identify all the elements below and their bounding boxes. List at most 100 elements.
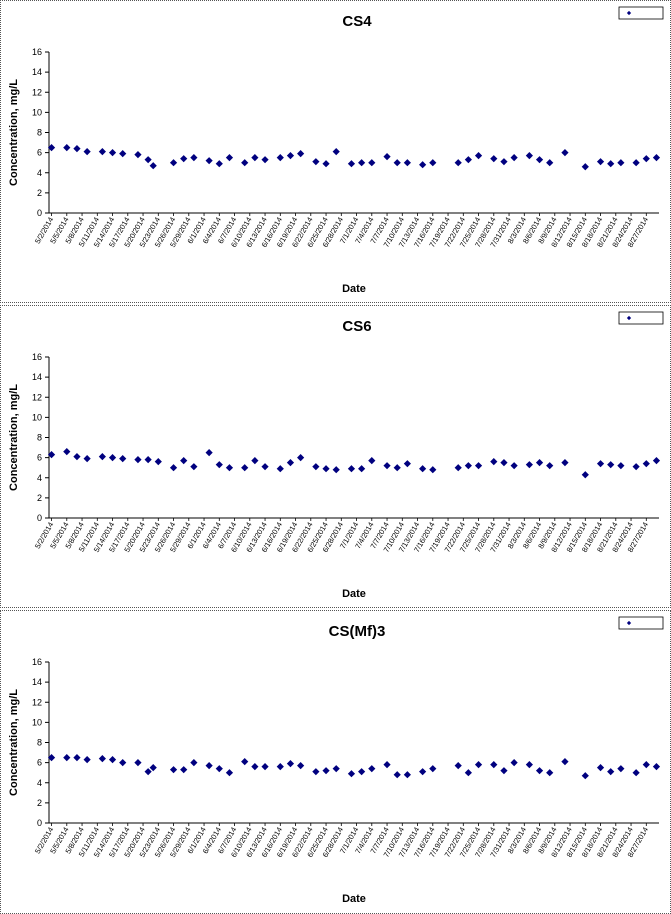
data-point: [617, 159, 625, 167]
y-tick-label: 0: [37, 208, 42, 218]
data-point: [63, 447, 71, 456]
data-point: [617, 765, 625, 773]
data-point: [180, 766, 188, 774]
x-axis-label: Date: [342, 588, 366, 600]
data-point: [500, 767, 508, 775]
data-point: [241, 464, 249, 472]
data-point: [312, 463, 320, 471]
data-point: [596, 158, 605, 166]
data-point: [134, 759, 142, 767]
data-point: [108, 149, 117, 157]
data-point: [474, 462, 483, 470]
y-tick-label: 10: [32, 412, 42, 422]
y-tick-label: 4: [37, 778, 42, 788]
data-point: [358, 465, 366, 473]
data-point: [525, 761, 533, 769]
y-tick-label: 0: [37, 818, 42, 828]
data-point: [63, 753, 71, 762]
data-point: [546, 462, 554, 470]
data-point: [464, 156, 472, 164]
data-point: [261, 763, 269, 771]
data-point: [393, 159, 401, 167]
x-axis-label: Date: [342, 283, 366, 295]
data-point: [312, 768, 320, 776]
data-point: [535, 459, 544, 467]
chart-panel-csmf3: CS(Mf)3 0 2 4 6 8 10 12 14 16 Concentration, mg/L 5…: [0, 610, 671, 914]
data-point: [393, 464, 401, 472]
data-point: [98, 453, 106, 461]
y-tick-label: 12: [32, 87, 42, 97]
data-point: [500, 459, 508, 467]
data-point: [73, 753, 81, 762]
data-point: [332, 148, 340, 156]
data-point: [225, 464, 234, 472]
data-point: [429, 765, 437, 773]
data-point: [98, 148, 106, 156]
data-point: [144, 456, 152, 464]
y-tick-label: 8: [37, 128, 42, 138]
data-point: [134, 456, 142, 464]
data-point: [261, 463, 269, 471]
data-point: [429, 159, 437, 167]
data-point: [286, 152, 295, 160]
data-point: [419, 768, 427, 776]
chart-title: CS(Mf)3: [329, 623, 386, 640]
data-point: [642, 155, 650, 163]
data-point: [134, 151, 142, 159]
data-point: [205, 157, 213, 165]
data-point: [632, 159, 640, 167]
data-point: [596, 764, 605, 772]
data-point: [383, 761, 391, 769]
data-point: [525, 152, 533, 160]
data-point: [368, 159, 376, 167]
y-tick-label: 2: [37, 798, 42, 808]
data-point: [368, 765, 376, 773]
y-tick-label: 12: [32, 697, 42, 707]
data-point: [98, 755, 106, 763]
data-point: [108, 454, 117, 462]
data-point: [154, 458, 162, 466]
data-point: [464, 769, 472, 777]
chart-title: CS4: [342, 13, 372, 30]
legend-box: [618, 6, 664, 20]
data-point: [403, 460, 411, 468]
y-tick-label: 4: [37, 168, 42, 178]
data-point: [251, 154, 259, 162]
data-point: [119, 150, 127, 158]
data-point: [368, 457, 376, 465]
data-point: [607, 461, 615, 469]
data-point: [205, 762, 213, 770]
data-point: [490, 761, 498, 769]
y-tick-label: 2: [37, 188, 42, 198]
data-point: [149, 162, 157, 170]
data-point: [546, 769, 554, 777]
data-point: [617, 462, 625, 470]
data-point: [500, 158, 508, 166]
data-point: [419, 161, 427, 169]
legend: [618, 311, 664, 325]
data-point: [607, 160, 615, 168]
data-point: [225, 769, 234, 777]
x-axis-label: Date: [342, 893, 366, 905]
data-point: [403, 771, 411, 779]
chart-title: CS6: [342, 318, 371, 335]
data-point: [383, 462, 391, 470]
data-point: [241, 758, 249, 766]
data-point: [652, 154, 661, 162]
data-point: [180, 457, 188, 465]
y-tick-label: 16: [32, 47, 42, 57]
data-point: [490, 458, 498, 466]
data-point: [169, 464, 178, 472]
y-tick-label: 6: [37, 758, 42, 768]
data-point: [297, 454, 305, 462]
data-point: [215, 160, 223, 168]
data-point: [47, 753, 56, 762]
data-point: [347, 160, 356, 168]
data-point: [419, 465, 427, 473]
data-point: [276, 154, 284, 162]
data-point: [119, 759, 127, 767]
data-point: [581, 471, 589, 479]
data-point: [561, 758, 569, 766]
data-point: [332, 466, 340, 474]
